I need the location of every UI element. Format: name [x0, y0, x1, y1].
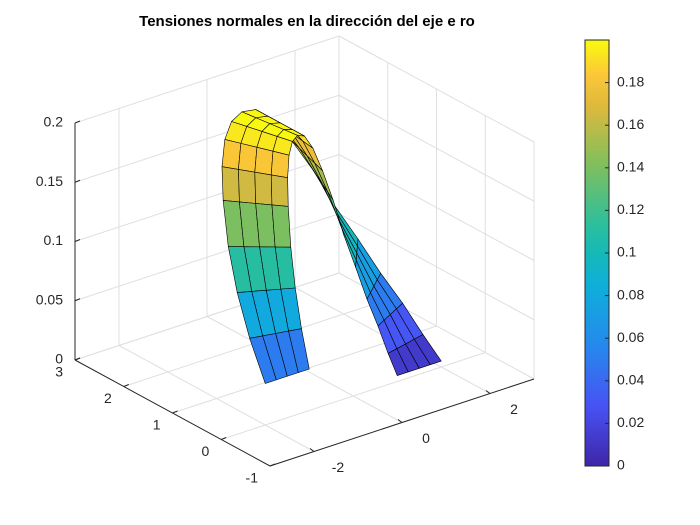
x-tick-label: 2	[510, 401, 518, 417]
z-tick-label: 0	[55, 351, 63, 367]
grid-line	[221, 352, 486, 440]
surface-patch	[238, 169, 256, 204]
x-tick-label: -2	[332, 459, 345, 475]
colorbar-tick-label: 0.08	[617, 286, 644, 302]
x-tick-label: 0	[422, 430, 430, 446]
y-tick	[123, 384, 129, 387]
colorbar-tick-label: 0	[617, 457, 625, 473]
z-tick	[74, 239, 81, 242]
surface-patch	[327, 192, 345, 237]
grid-line	[74, 94, 340, 183]
grid-line	[338, 154, 535, 261]
grid-line	[338, 35, 535, 143]
y-tick	[269, 463, 276, 467]
surface-patch	[270, 174, 289, 207]
y-tick	[221, 437, 227, 440]
surface-patch	[270, 150, 290, 178]
z-tick	[74, 298, 81, 302]
chart-title: Tensiones normales en la dirección del e…	[139, 13, 475, 30]
z-tick	[74, 120, 81, 124]
x-tick	[309, 448, 315, 452]
grid-line	[338, 213, 535, 321]
colorbar-tick-label: 0.12	[617, 201, 644, 217]
grid-line	[74, 213, 340, 302]
surface-patch	[249, 335, 277, 384]
colorbar-tick-label: 0.06	[617, 329, 644, 345]
colorbar-tick-label: 0.1	[617, 244, 637, 260]
surface-patch	[254, 147, 274, 176]
y-tick	[74, 357, 81, 361]
grid-line	[74, 154, 340, 242]
z-tick-label: 0.15	[36, 173, 63, 189]
surface-patch	[314, 162, 334, 201]
x-tick	[397, 419, 403, 423]
grid-line	[338, 94, 535, 202]
surface-patch	[238, 143, 258, 173]
surface-patch	[254, 171, 273, 206]
z-tick-label: 0.2	[44, 114, 64, 130]
y-tick-label: 3	[55, 364, 63, 380]
y-tick-label: 2	[104, 390, 112, 406]
surface-patch	[271, 204, 292, 248]
y-tick-label: -1	[246, 470, 259, 486]
x-tick	[485, 390, 491, 394]
surface-patch	[221, 139, 242, 170]
surface	[221, 109, 442, 384]
grid-line	[74, 35, 340, 124]
colorbar-tick-label: 0.04	[617, 372, 644, 388]
z-tick-label: 0.1	[44, 232, 64, 248]
colorbar-tick-label: 0.14	[617, 159, 644, 175]
colorbar-tick-label: 0.16	[617, 116, 644, 132]
z-tick-label: 0.05	[36, 291, 63, 307]
surface-patch	[221, 166, 240, 203]
colorbar-tick-label: 0.02	[617, 414, 644, 430]
surface-patch	[387, 348, 409, 376]
y-tick	[172, 410, 178, 414]
y-tick-label: 0	[201, 443, 209, 459]
z-tick	[74, 179, 81, 183]
y-tick-label: 1	[153, 417, 161, 433]
colorbar-tick-label: 0.18	[617, 73, 644, 89]
